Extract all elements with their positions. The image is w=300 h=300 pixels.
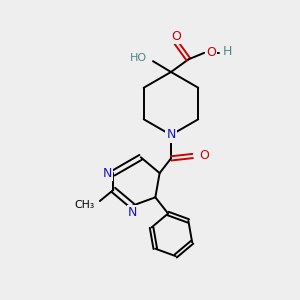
Text: CH₃: CH₃ [74, 200, 94, 210]
Text: N: N [166, 128, 176, 142]
Text: HO: HO [130, 53, 147, 63]
Text: H: H [222, 45, 232, 58]
Text: O: O [199, 149, 209, 162]
Text: N: N [128, 206, 137, 219]
Text: O: O [206, 46, 216, 59]
Text: N: N [103, 167, 112, 180]
Text: O: O [171, 30, 181, 43]
